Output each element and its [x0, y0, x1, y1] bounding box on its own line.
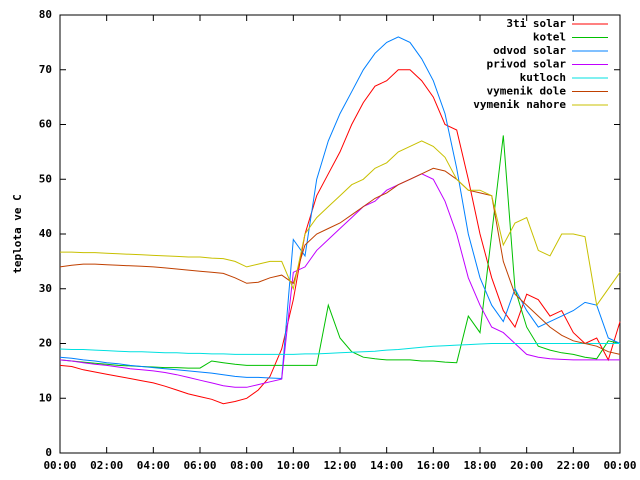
legend-label: privod solar: [487, 58, 567, 71]
series-line: [59, 135, 621, 369]
legend-label: kutloch: [520, 71, 566, 84]
legend-label: odvod solar: [493, 44, 566, 57]
x-tick-label: 18:00: [463, 459, 496, 472]
y-tick-label: 40: [39, 227, 52, 240]
y-axis-label: teplota ve C: [11, 194, 24, 273]
y-tick-label: 20: [39, 337, 52, 350]
y-tick-label: 30: [39, 282, 52, 295]
y-tick-label: 80: [39, 8, 52, 21]
series-line: [59, 167, 621, 355]
x-tick-label: 08:00: [230, 459, 263, 472]
y-tick-label: 70: [39, 63, 52, 76]
y-tick-label: 10: [39, 391, 52, 404]
legend-label: kotel: [533, 31, 566, 44]
x-tick-label: 10:00: [277, 459, 310, 472]
x-tick-label: 20:00: [510, 459, 543, 472]
x-tick-label: 06:00: [183, 459, 216, 472]
x-tick-label: 22:00: [557, 459, 590, 472]
x-tick-label: 00:00: [603, 459, 636, 472]
x-tick-label: 00:00: [43, 459, 76, 472]
y-tick-label: 0: [45, 446, 52, 459]
x-tick-label: 02:00: [90, 459, 123, 472]
x-tick-label: 04:00: [137, 459, 170, 472]
x-tick-label: 16:00: [417, 459, 450, 472]
y-tick-label: 50: [39, 172, 52, 185]
x-tick-label: 12:00: [323, 459, 356, 472]
x-tick-label: 14:00: [370, 459, 403, 472]
legend-label: vymenik dole: [487, 85, 567, 98]
series-line: [60, 140, 621, 307]
series-line: [59, 69, 621, 405]
series-line: [59, 343, 620, 355]
series-line: [59, 173, 620, 388]
legend-label: vymenik nahore: [473, 98, 566, 111]
y-tick-label: 60: [39, 118, 52, 131]
legend-label: 3ti solar: [506, 17, 566, 30]
series-line: [59, 36, 621, 380]
